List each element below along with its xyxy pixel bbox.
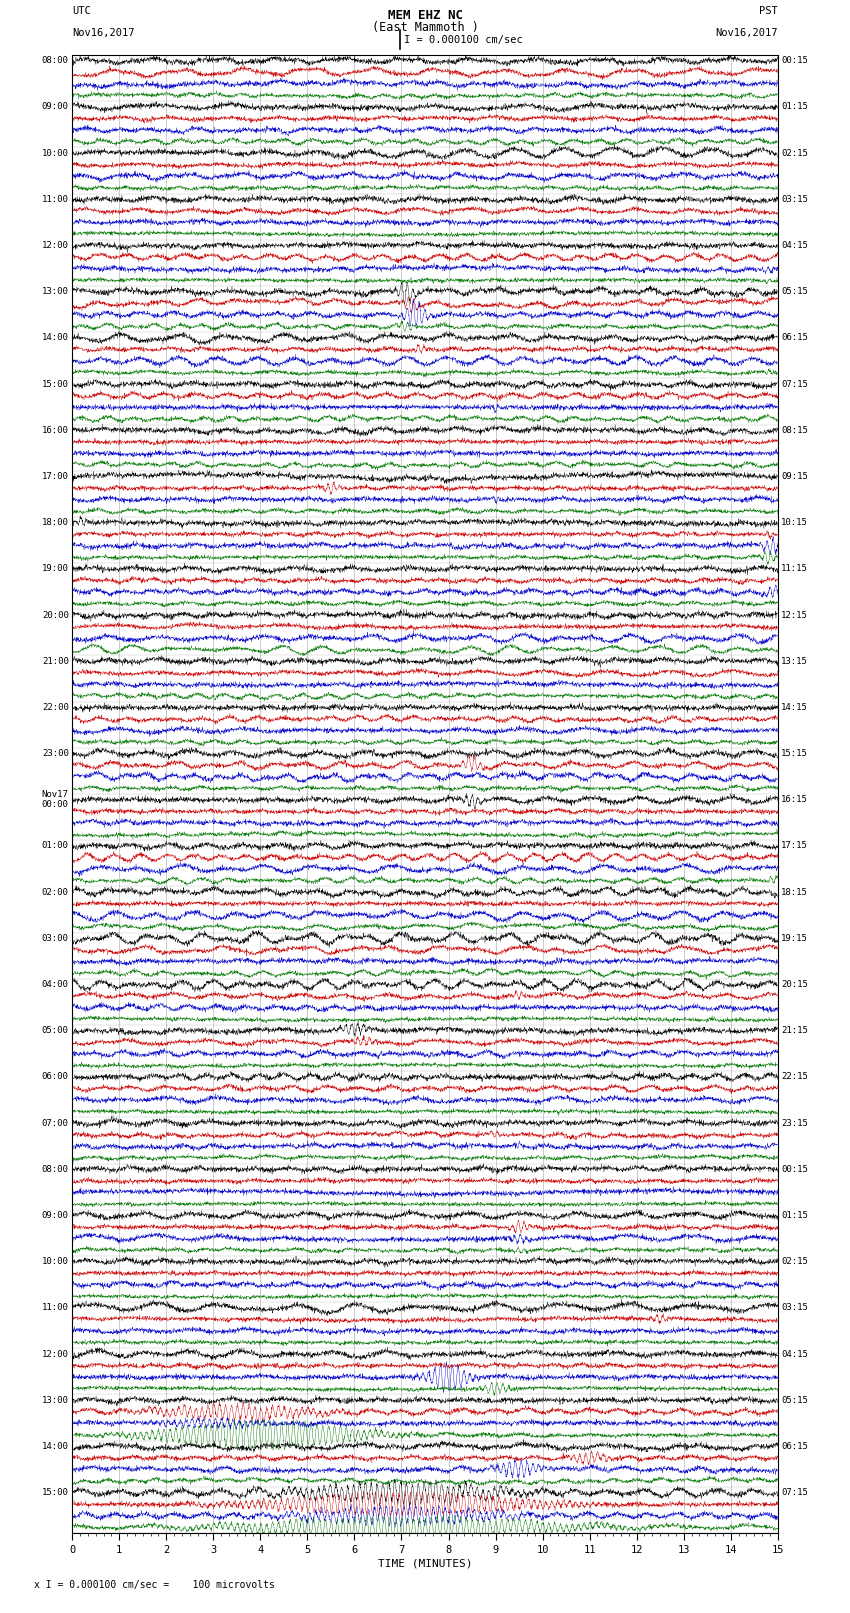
Text: 09:00: 09:00 xyxy=(42,103,69,111)
Text: 11:15: 11:15 xyxy=(781,565,808,573)
Text: 07:15: 07:15 xyxy=(781,1489,808,1497)
Text: 15:00: 15:00 xyxy=(42,1489,69,1497)
Text: 20:15: 20:15 xyxy=(781,981,808,989)
Text: 16:00: 16:00 xyxy=(42,426,69,436)
Text: 12:00: 12:00 xyxy=(42,240,69,250)
Text: 01:15: 01:15 xyxy=(781,1211,808,1219)
Text: 17:00: 17:00 xyxy=(42,473,69,481)
Text: 12:15: 12:15 xyxy=(781,611,808,619)
Text: 07:15: 07:15 xyxy=(781,379,808,389)
Text: 02:15: 02:15 xyxy=(781,1257,808,1266)
Text: 06:15: 06:15 xyxy=(781,334,808,342)
Text: 03:15: 03:15 xyxy=(781,1303,808,1313)
Text: 14:00: 14:00 xyxy=(42,1442,69,1452)
Text: 21:00: 21:00 xyxy=(42,656,69,666)
Text: 21:15: 21:15 xyxy=(781,1026,808,1036)
Text: 06:00: 06:00 xyxy=(42,1073,69,1081)
Text: 04:00: 04:00 xyxy=(42,981,69,989)
Text: Nov16,2017: Nov16,2017 xyxy=(72,27,135,39)
Text: x I = 0.000100 cm/sec =    100 microvolts: x I = 0.000100 cm/sec = 100 microvolts xyxy=(34,1581,275,1590)
Text: 03:15: 03:15 xyxy=(781,195,808,203)
Text: 23:15: 23:15 xyxy=(781,1118,808,1127)
Text: 13:15: 13:15 xyxy=(781,656,808,666)
Text: 19:15: 19:15 xyxy=(781,934,808,944)
Text: 22:15: 22:15 xyxy=(781,1073,808,1081)
Text: 15:00: 15:00 xyxy=(42,379,69,389)
Text: 04:15: 04:15 xyxy=(781,1350,808,1358)
Text: 03:00: 03:00 xyxy=(42,934,69,944)
Text: 07:00: 07:00 xyxy=(42,1118,69,1127)
Text: 22:00: 22:00 xyxy=(42,703,69,711)
Text: 14:15: 14:15 xyxy=(781,703,808,711)
Text: MEM EHZ NC: MEM EHZ NC xyxy=(388,10,462,23)
Text: (East Mammoth ): (East Mammoth ) xyxy=(371,21,479,34)
Text: PST: PST xyxy=(759,6,778,16)
Text: 05:15: 05:15 xyxy=(781,287,808,297)
Text: 09:00: 09:00 xyxy=(42,1211,69,1219)
Text: 13:00: 13:00 xyxy=(42,287,69,297)
Text: 10:15: 10:15 xyxy=(781,518,808,527)
Text: 08:00: 08:00 xyxy=(42,56,69,65)
Text: 18:15: 18:15 xyxy=(781,887,808,897)
Text: 05:00: 05:00 xyxy=(42,1026,69,1036)
Text: 02:15: 02:15 xyxy=(781,148,808,158)
Text: 15:15: 15:15 xyxy=(781,748,808,758)
Text: 10:00: 10:00 xyxy=(42,148,69,158)
Text: 08:00: 08:00 xyxy=(42,1165,69,1174)
Text: 17:15: 17:15 xyxy=(781,842,808,850)
Text: Nov17
00:00: Nov17 00:00 xyxy=(42,790,69,810)
Text: 00:15: 00:15 xyxy=(781,1165,808,1174)
Text: 01:15: 01:15 xyxy=(781,103,808,111)
Text: 12:00: 12:00 xyxy=(42,1350,69,1358)
Text: 10:00: 10:00 xyxy=(42,1257,69,1266)
Text: 00:15: 00:15 xyxy=(781,56,808,65)
Text: 11:00: 11:00 xyxy=(42,1303,69,1313)
X-axis label: TIME (MINUTES): TIME (MINUTES) xyxy=(377,1560,473,1569)
Text: 05:15: 05:15 xyxy=(781,1395,808,1405)
Text: 11:00: 11:00 xyxy=(42,195,69,203)
Text: 13:00: 13:00 xyxy=(42,1395,69,1405)
Text: Nov16,2017: Nov16,2017 xyxy=(715,27,778,39)
Text: 08:15: 08:15 xyxy=(781,426,808,436)
Text: 20:00: 20:00 xyxy=(42,611,69,619)
Text: 14:00: 14:00 xyxy=(42,334,69,342)
Text: 16:15: 16:15 xyxy=(781,795,808,805)
Text: 02:00: 02:00 xyxy=(42,887,69,897)
Text: 06:15: 06:15 xyxy=(781,1442,808,1452)
Text: 23:00: 23:00 xyxy=(42,748,69,758)
Text: 04:15: 04:15 xyxy=(781,240,808,250)
Text: 09:15: 09:15 xyxy=(781,473,808,481)
Text: I = 0.000100 cm/sec: I = 0.000100 cm/sec xyxy=(404,34,523,45)
Text: 18:00: 18:00 xyxy=(42,518,69,527)
Text: UTC: UTC xyxy=(72,6,91,16)
Text: 19:00: 19:00 xyxy=(42,565,69,573)
Text: 01:00: 01:00 xyxy=(42,842,69,850)
